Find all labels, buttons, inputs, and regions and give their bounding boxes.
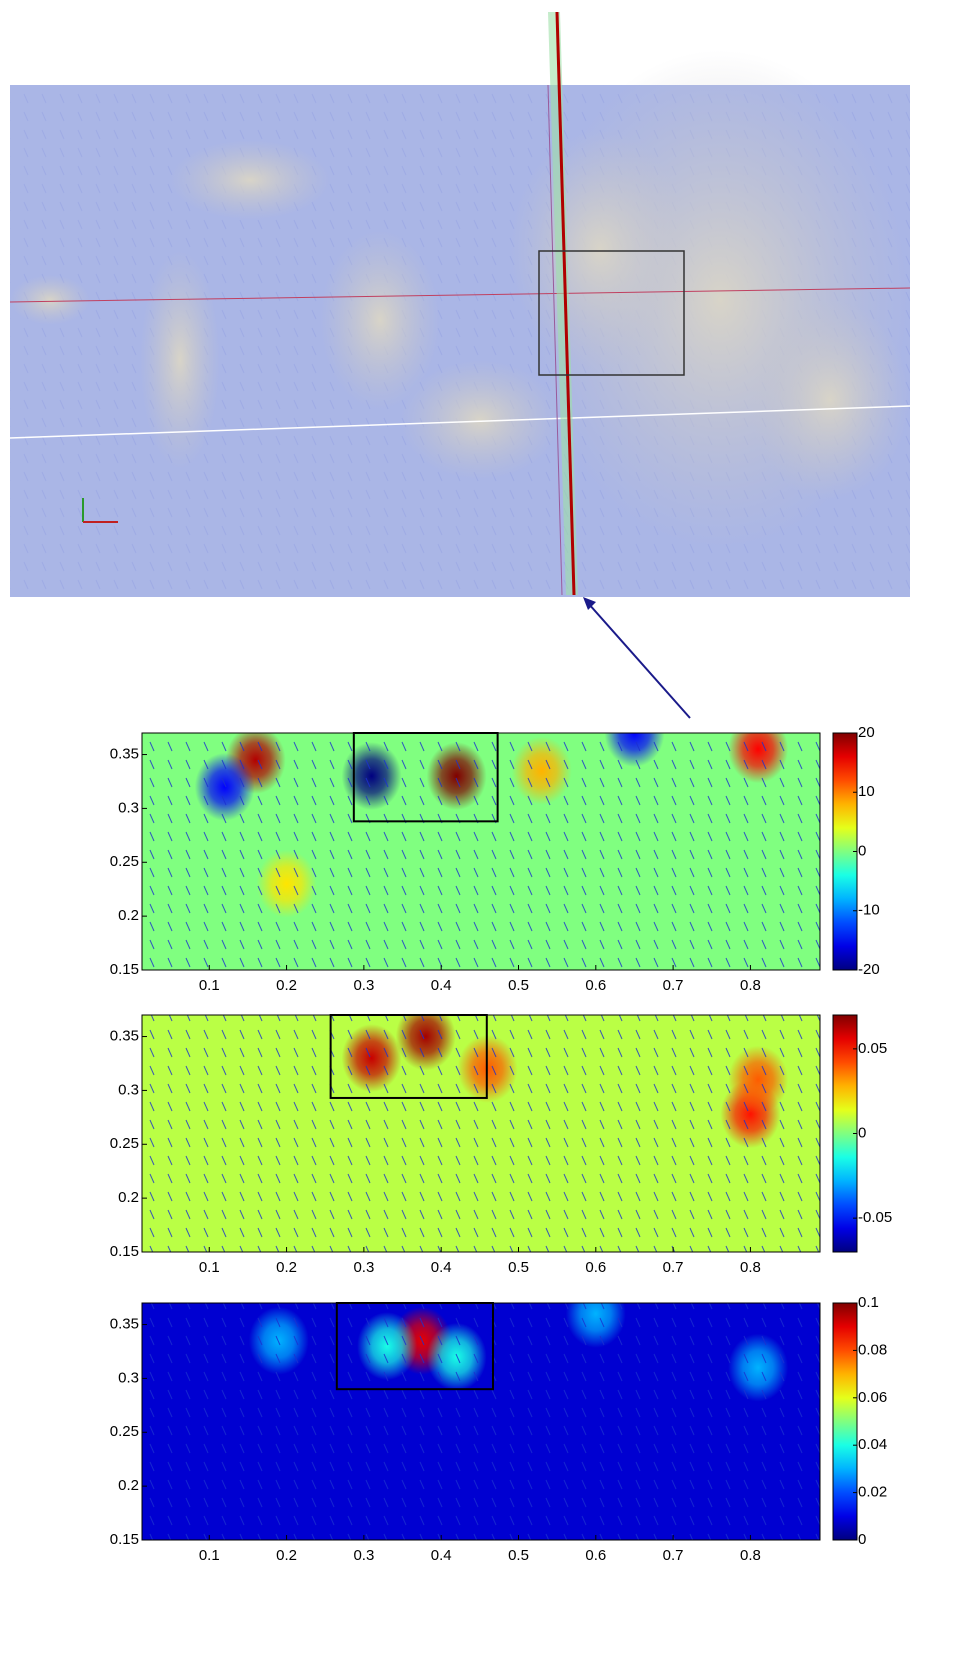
colorbar-tick-label: 0 <box>858 1531 866 1548</box>
y-tick-label: 0.3 <box>118 799 139 816</box>
x-tick-label: 0.4 <box>431 1259 452 1276</box>
x-tick-label: 0.5 <box>508 977 529 994</box>
x-tick-label: 0.1 <box>199 977 220 994</box>
y-tick-label: 0.2 <box>118 907 139 924</box>
colorbar-tick-label: 0.05 <box>858 1040 887 1057</box>
x-tick-label: 0.7 <box>663 1259 684 1276</box>
colorbar-tick-label: 10 <box>858 783 875 800</box>
x-tick-label: 0.3 <box>353 1259 374 1276</box>
y-tick-label: 0.35 <box>110 1028 139 1045</box>
x-tick-label: 0.3 <box>353 1547 374 1564</box>
heatmap <box>142 1003 820 1252</box>
x-tick-label: 0.2 <box>276 1259 297 1276</box>
colorbar-tick-label: -20 <box>858 961 880 978</box>
colorbar-tick-label: -10 <box>858 902 880 919</box>
y-tick-label: 0.15 <box>110 1531 139 1548</box>
x-tick-label: 0.1 <box>199 1259 220 1276</box>
vector-field <box>142 1303 820 1540</box>
x-tick-label: 0.7 <box>663 1547 684 1564</box>
y-tick-label: 0.15 <box>110 1243 139 1260</box>
render-3d <box>10 12 910 597</box>
y-tick-label: 0.25 <box>110 1135 139 1152</box>
x-tick-label: 0.8 <box>740 1259 761 1276</box>
x-tick-label: 0.2 <box>276 1547 297 1564</box>
colorbar-tick-label: -0.05 <box>858 1209 892 1226</box>
colorbar-tick-label: 0 <box>858 842 866 859</box>
x-tick-label: 0.6 <box>585 1547 606 1564</box>
x-tick-label: 0.4 <box>431 977 452 994</box>
x-tick-label: 0.5 <box>508 1547 529 1564</box>
pointer-arrow <box>588 603 690 718</box>
y-tick-label: 0.35 <box>110 746 139 763</box>
y-tick-label: 0.15 <box>110 961 139 978</box>
colorbar-tick-label: 0 <box>858 1124 866 1141</box>
pointer-head <box>583 597 596 610</box>
x-tick-label: 0.8 <box>740 1547 761 1564</box>
colorbar-tick-label: 0.04 <box>858 1436 887 1453</box>
colorbar-tick-label: 0.06 <box>858 1389 887 1406</box>
y-tick-label: 0.2 <box>118 1189 139 1206</box>
x-tick-label: 0.4 <box>431 1547 452 1564</box>
x-tick-label: 0.5 <box>508 1259 529 1276</box>
y-tick-label: 0.35 <box>110 1316 139 1333</box>
x-tick-label: 0.7 <box>663 977 684 994</box>
x-tick-label: 0.8 <box>740 977 761 994</box>
y-tick-label: 0.2 <box>118 1477 139 1494</box>
x-tick-label: 0.6 <box>585 977 606 994</box>
y-tick-label: 0.25 <box>110 1423 139 1440</box>
vector-field <box>142 733 820 970</box>
colorbar <box>833 1303 857 1540</box>
y-tick-label: 0.3 <box>118 1081 139 1098</box>
figure: 0.1 0.2 0.3 0.4 0.5 0.6 0.7 0.8 0.15 0.2 0.25 0.3 0.… <box>0 0 958 1650</box>
heatmap <box>142 1280 820 1540</box>
colorbar-tick-label: 0.02 <box>858 1484 887 1501</box>
colorbar-tick-label: 0.08 <box>858 1341 887 1358</box>
heatmap <box>142 699 820 970</box>
y-tick-label: 0.25 <box>110 853 139 870</box>
x-tick-label: 0.6 <box>585 1259 606 1276</box>
x-tick-label: 0.1 <box>199 1547 220 1564</box>
x-tick-label: 0.3 <box>353 977 374 994</box>
y-tick-label: 0.3 <box>118 1369 139 1386</box>
colorbar-tick-label: 20 <box>858 724 875 741</box>
x-tick-label: 0.2 <box>276 977 297 994</box>
colorbar-tick-label: 0.1 <box>858 1294 879 1311</box>
vector-field <box>142 1015 820 1252</box>
